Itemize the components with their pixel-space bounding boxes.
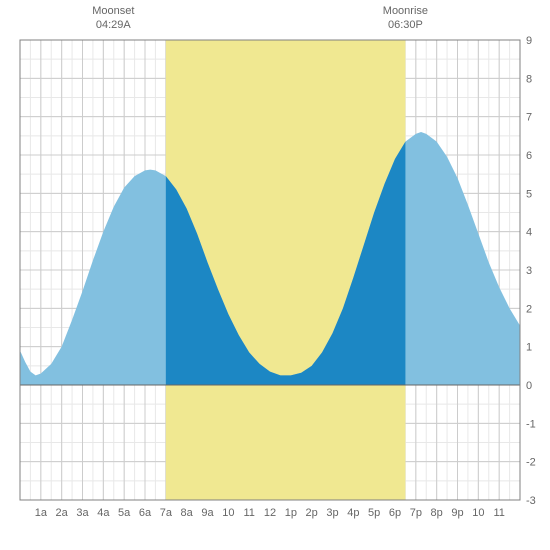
x-tick-label: 7p — [410, 507, 422, 519]
x-tick-label: 5p — [368, 507, 380, 519]
x-tick-label: 9a — [201, 507, 214, 519]
x-tick-label: 12 — [264, 507, 276, 519]
y-tick-label: 1 — [526, 342, 532, 354]
x-tick-label: 8p — [431, 507, 443, 519]
y-tick-label: -2 — [526, 457, 536, 469]
moonrise-time: 06:30P — [388, 19, 423, 31]
y-tick-label: 7 — [526, 112, 532, 124]
chart-svg: -3-2-101234567891a2a3a4a5a6a7a8a9a101112… — [0, 0, 550, 550]
y-tick-label: 3 — [526, 265, 532, 277]
x-tick-label: 5a — [118, 507, 131, 519]
y-tick-label: -1 — [526, 418, 536, 430]
x-tick-label: 4p — [347, 507, 359, 519]
x-tick-label: 1a — [35, 507, 48, 519]
moonset-time: 04:29A — [96, 19, 132, 31]
x-tick-label: 10 — [222, 507, 234, 519]
x-tick-label: 7a — [160, 507, 173, 519]
x-tick-label: 1p — [285, 507, 297, 519]
x-tick-label: 11 — [493, 507, 504, 519]
tide-chart: { "chart": { "type": "area", "canvas": {… — [0, 0, 550, 550]
y-tick-label: 5 — [526, 188, 532, 200]
x-tick-label: 11 — [243, 507, 254, 519]
y-tick-label: 8 — [526, 73, 532, 85]
y-tick-label: 0 — [526, 380, 532, 392]
y-tick-label: -3 — [526, 495, 536, 507]
x-tick-label: 3p — [326, 507, 338, 519]
y-tick-label: 9 — [526, 35, 532, 47]
x-tick-label: 4a — [97, 507, 110, 519]
x-tick-label: 2a — [56, 507, 69, 519]
moonset-title: Moonset — [92, 5, 134, 17]
x-tick-label: 6a — [139, 507, 152, 519]
moonrise-title: Moonrise — [383, 5, 428, 17]
y-tick-label: 2 — [526, 303, 532, 315]
x-tick-label: 9p — [451, 507, 463, 519]
x-tick-label: 8a — [181, 507, 194, 519]
x-tick-label: 10 — [472, 507, 484, 519]
y-tick-label: 6 — [526, 150, 532, 162]
x-tick-label: 6p — [389, 507, 401, 519]
y-tick-label: 4 — [526, 227, 532, 239]
x-tick-label: 3a — [76, 507, 89, 519]
x-tick-label: 2p — [306, 507, 318, 519]
